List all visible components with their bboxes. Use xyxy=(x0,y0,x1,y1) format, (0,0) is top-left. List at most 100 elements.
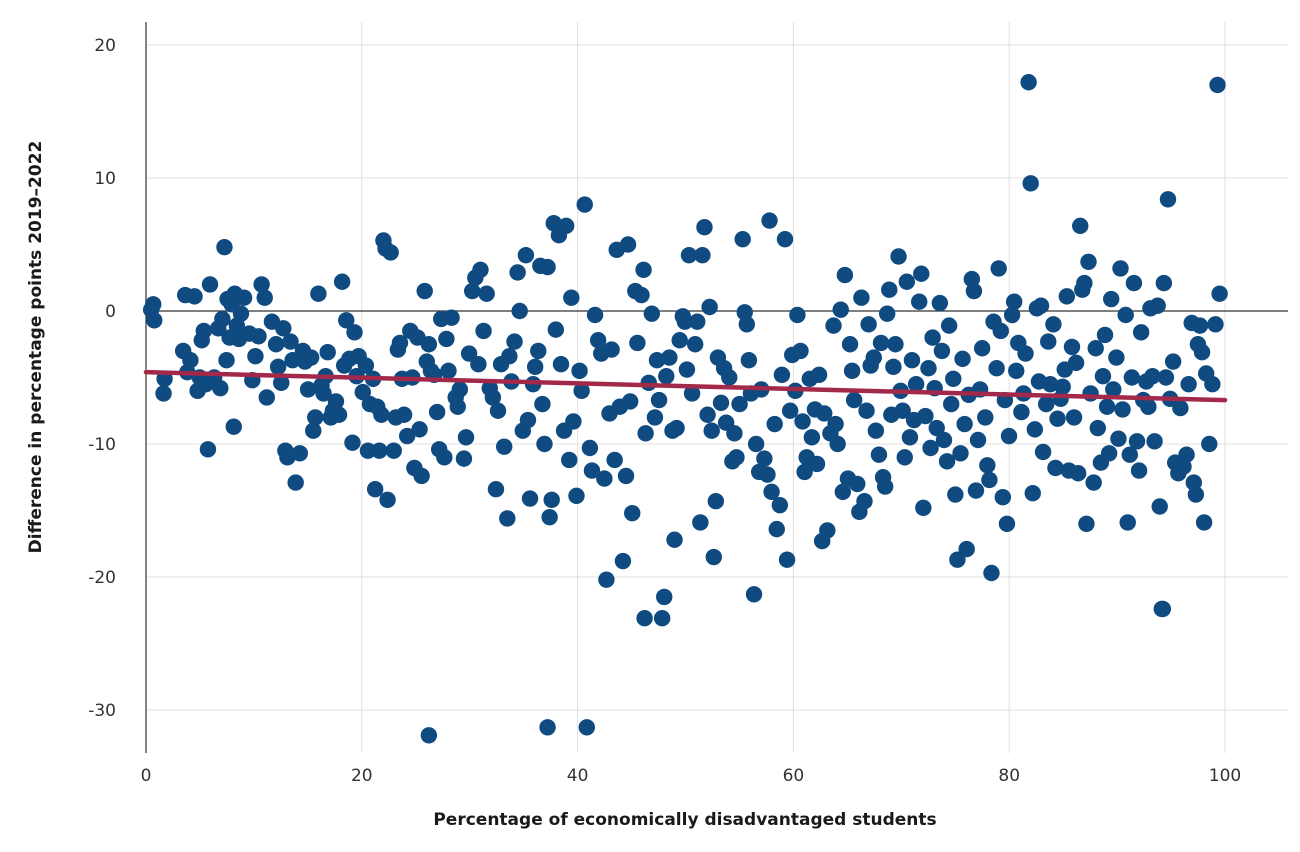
data-point xyxy=(907,375,925,393)
data-point xyxy=(382,244,399,261)
data-point xyxy=(967,482,985,499)
data-point xyxy=(195,322,213,340)
data-point xyxy=(573,382,590,399)
data-point xyxy=(146,312,163,329)
trend-line-group xyxy=(143,369,1228,403)
data-point xyxy=(464,282,481,300)
data-point xyxy=(581,439,599,457)
data-point xyxy=(689,313,706,330)
data-point xyxy=(1024,485,1041,502)
data-point xyxy=(924,329,941,346)
data-point xyxy=(1032,297,1050,314)
data-point xyxy=(310,285,327,302)
data-point xyxy=(1026,421,1044,438)
data-point xyxy=(1114,401,1131,418)
data-point xyxy=(279,449,296,466)
data-point xyxy=(1117,306,1134,324)
data-point xyxy=(1125,274,1143,292)
data-point xyxy=(911,293,928,310)
data-point xyxy=(1180,375,1197,393)
data-point xyxy=(499,510,516,527)
data-point xyxy=(796,463,813,481)
data-point xyxy=(734,230,751,248)
data-point xyxy=(1045,316,1062,333)
data-point xyxy=(547,321,565,338)
y-tick-label: -10 xyxy=(88,435,116,455)
data-point xyxy=(440,362,457,380)
data-point xyxy=(789,306,806,324)
data-point xyxy=(155,385,172,402)
data-point xyxy=(451,381,469,398)
data-point xyxy=(643,305,661,322)
data-point xyxy=(896,449,913,466)
data-point xyxy=(1085,474,1102,491)
data-point xyxy=(371,442,388,459)
data-point xyxy=(1078,515,1095,532)
data-point xyxy=(1164,353,1182,370)
data-point xyxy=(539,258,556,276)
data-point xyxy=(816,405,833,422)
data-point xyxy=(1191,317,1209,334)
data-point xyxy=(1204,375,1221,393)
data-point xyxy=(731,395,748,413)
data-point xyxy=(1144,367,1161,385)
data-point xyxy=(216,238,233,256)
data-point xyxy=(901,429,919,446)
data-point xyxy=(258,389,275,406)
x-axis-label: Percentage of economically disadvantaged… xyxy=(433,810,936,830)
data-point xyxy=(1211,285,1228,302)
data-point xyxy=(413,467,430,485)
data-point xyxy=(903,352,921,369)
data-point xyxy=(603,341,620,358)
data-point xyxy=(225,418,242,435)
data-point xyxy=(267,336,285,353)
data-point xyxy=(771,496,789,514)
data-point xyxy=(845,391,863,409)
data-point xyxy=(1067,354,1085,372)
data-point xyxy=(269,358,287,376)
data-point xyxy=(305,422,322,439)
data-point xyxy=(1193,344,1211,361)
data-point xyxy=(1072,217,1089,235)
data-point xyxy=(534,395,551,413)
data-point xyxy=(1128,433,1146,450)
data-point xyxy=(557,217,575,235)
data-point xyxy=(1089,419,1106,437)
data-point xyxy=(315,385,332,402)
data-point xyxy=(998,515,1016,532)
data-point xyxy=(436,449,453,466)
data-point xyxy=(841,336,859,353)
data-point xyxy=(366,481,384,498)
data-point xyxy=(794,413,811,430)
data-point xyxy=(282,333,299,350)
data-point xyxy=(1065,409,1083,426)
data-point xyxy=(935,431,953,449)
data-point xyxy=(543,491,560,509)
data-point xyxy=(411,421,428,438)
data-point xyxy=(1195,514,1213,531)
data-point xyxy=(920,359,937,377)
data-point xyxy=(1013,403,1030,421)
data-point xyxy=(420,727,438,744)
data-point xyxy=(1103,290,1120,308)
x-tick-label: 20 xyxy=(351,766,373,786)
data-point xyxy=(678,361,696,378)
data-point xyxy=(887,336,904,353)
data-point xyxy=(952,445,969,462)
data-point xyxy=(1178,446,1195,463)
data-point xyxy=(619,236,637,253)
data-point xyxy=(1201,435,1218,453)
data-point xyxy=(1037,395,1055,413)
data-point xyxy=(947,486,964,503)
data-point xyxy=(646,409,664,426)
data-point xyxy=(686,336,704,353)
data-point xyxy=(589,332,607,349)
data-point xyxy=(1140,398,1157,415)
data-point xyxy=(658,367,675,385)
data-point xyxy=(330,406,348,423)
data-point xyxy=(373,406,390,423)
data-point xyxy=(398,427,416,445)
data-point xyxy=(867,422,885,439)
data-point xyxy=(917,407,934,425)
data-point xyxy=(563,289,580,306)
